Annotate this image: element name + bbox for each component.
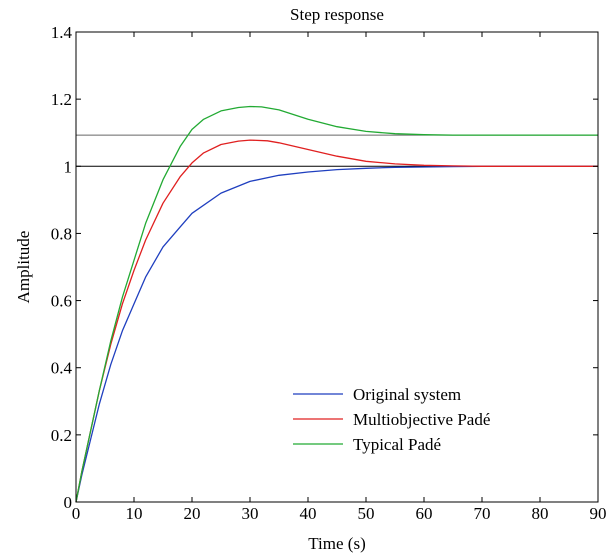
x-tick-label: 20	[184, 504, 201, 523]
x-tick-label: 40	[300, 504, 317, 523]
y-tick-label: 0.6	[51, 292, 72, 311]
y-tick-label: 1.2	[51, 90, 72, 109]
legend-label: Typical Padé	[353, 435, 441, 454]
y-tick-label: 0.4	[51, 359, 73, 378]
x-tick-label: 70	[474, 504, 491, 523]
x-tick-label: 10	[126, 504, 143, 523]
x-tick-label: 60	[416, 504, 433, 523]
x-tick-label: 80	[532, 504, 549, 523]
y-tick-label: 0.8	[51, 224, 72, 243]
x-axis-label: Time (s)	[308, 534, 365, 553]
legend: Original system Multiobjective Padé Typica…	[293, 385, 490, 454]
legend-label: Multiobjective Padé	[353, 410, 490, 429]
chart-title: Step response	[290, 5, 384, 24]
y-axis-label: Amplitude	[14, 231, 33, 304]
y-tick-label: 1	[64, 157, 73, 176]
x-tick-label: 0	[72, 504, 81, 523]
series-line-0	[75, 165, 598, 503]
y-tick-label: 0.2	[51, 426, 72, 445]
y-tick-label: 0	[64, 493, 73, 512]
plot-frame	[75, 31, 599, 503]
x-tick-label: 50	[358, 504, 375, 523]
y-tick-label: 1.4	[51, 23, 73, 42]
legend-label: Original system	[353, 385, 461, 404]
series-line-1	[75, 139, 598, 503]
x-tick-label: 90	[590, 504, 607, 523]
series-line-2	[75, 105, 598, 503]
x-tick-label: 30	[242, 504, 259, 523]
